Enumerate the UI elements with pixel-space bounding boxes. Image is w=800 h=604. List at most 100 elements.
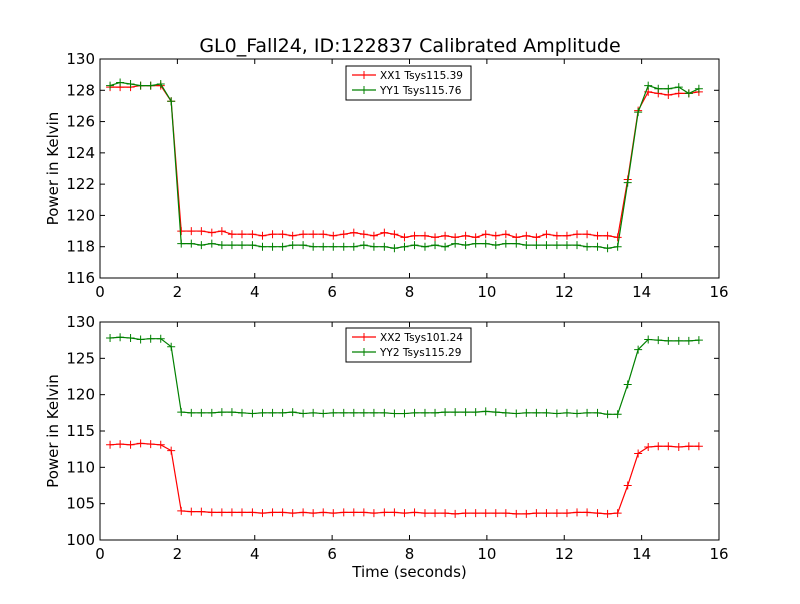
figure-title: GL0_Fall24, ID:122837 Calibrated Amplitu… <box>199 35 620 57</box>
data-point <box>532 233 541 242</box>
x-tick-label: 4 <box>250 283 260 301</box>
data-point <box>217 227 226 236</box>
data-point <box>167 97 176 106</box>
data-point <box>116 78 125 87</box>
data-point <box>237 508 246 517</box>
data-point <box>258 408 267 417</box>
data-point <box>359 508 368 517</box>
data-point <box>542 230 551 239</box>
data-point <box>542 408 551 417</box>
x-tick-label: 10 <box>477 545 496 563</box>
data-point <box>237 408 246 417</box>
y-tick-label: 115 <box>66 422 95 440</box>
data-point <box>258 242 267 251</box>
data-point <box>471 509 480 518</box>
data-point <box>644 335 653 344</box>
y-tick-label: 130 <box>66 313 95 331</box>
data-point <box>512 509 521 518</box>
data-point <box>146 334 155 343</box>
data-point <box>562 231 571 240</box>
x-tick-label: 14 <box>632 545 651 563</box>
data-point <box>309 408 318 417</box>
data-point <box>674 336 683 345</box>
y-tick-label: 110 <box>66 458 95 476</box>
data-point <box>248 508 257 517</box>
data-point <box>481 509 490 518</box>
data-point <box>309 230 318 239</box>
data-point <box>359 230 368 239</box>
data-point <box>684 442 693 451</box>
data-point <box>309 242 318 251</box>
data-point <box>278 230 287 239</box>
data-point <box>207 239 216 248</box>
data-point <box>156 334 165 343</box>
y-tick-label: 128 <box>66 81 95 99</box>
data-point <box>583 242 592 251</box>
data-point <box>339 408 348 417</box>
data-point <box>613 233 622 242</box>
legend-box <box>345 65 472 101</box>
data-point <box>451 239 460 248</box>
data-point <box>227 408 236 417</box>
data-point <box>634 449 643 458</box>
data-point <box>491 231 500 240</box>
y-tick-label: 126 <box>66 113 95 131</box>
data-point <box>369 242 378 251</box>
data-point <box>410 231 419 240</box>
x-tick-label: 2 <box>173 283 183 301</box>
x-tick-label: 6 <box>327 545 337 563</box>
data-point <box>441 242 450 251</box>
data-point <box>491 408 500 417</box>
data-point <box>146 440 155 449</box>
data-point <box>268 508 277 517</box>
data-point <box>573 409 582 418</box>
data-point <box>562 241 571 250</box>
data-point <box>146 81 155 90</box>
y-tick-label: 105 <box>66 495 95 513</box>
data-point <box>593 231 602 240</box>
data-point <box>461 408 470 417</box>
data-point <box>441 509 450 518</box>
data-point <box>197 241 206 250</box>
data-point <box>319 230 328 239</box>
x-tick-label: 6 <box>327 283 337 301</box>
data-point <box>573 230 582 239</box>
y-tick-label: 118 <box>66 238 95 256</box>
data-point <box>562 509 571 518</box>
data-point <box>481 239 490 248</box>
x-tick-label: 0 <box>95 545 105 563</box>
data-point <box>461 509 470 518</box>
data-point <box>116 333 125 342</box>
data-point <box>481 230 490 239</box>
data-point <box>522 408 531 417</box>
data-point <box>106 333 115 342</box>
data-point <box>420 231 429 240</box>
x-tick-label: 8 <box>405 283 415 301</box>
data-point <box>694 84 703 93</box>
data-point <box>177 506 186 515</box>
legend: XX1 Tsys115.39 YY1 Tsys115.76 <box>345 65 472 101</box>
data-point <box>156 440 165 449</box>
data-point <box>319 242 328 251</box>
data-point <box>573 508 582 517</box>
data-point <box>268 408 277 417</box>
data-point <box>512 239 521 248</box>
data-point <box>288 509 297 518</box>
data-point <box>461 231 470 240</box>
data-point <box>562 408 571 417</box>
data-point <box>400 509 409 518</box>
data-point <box>431 233 440 242</box>
y-axis-label: Power in Kelvin <box>44 112 62 226</box>
data-point <box>359 241 368 250</box>
legend-label: YY1 Tsys115.76 <box>379 85 462 97</box>
data-point <box>573 241 582 250</box>
data-point <box>288 231 297 240</box>
data-point <box>299 241 308 250</box>
data-point <box>512 409 521 418</box>
data-point <box>623 380 632 389</box>
data-point <box>106 81 115 90</box>
data-point <box>369 408 378 417</box>
data-point <box>380 508 389 517</box>
data-point <box>258 509 267 518</box>
